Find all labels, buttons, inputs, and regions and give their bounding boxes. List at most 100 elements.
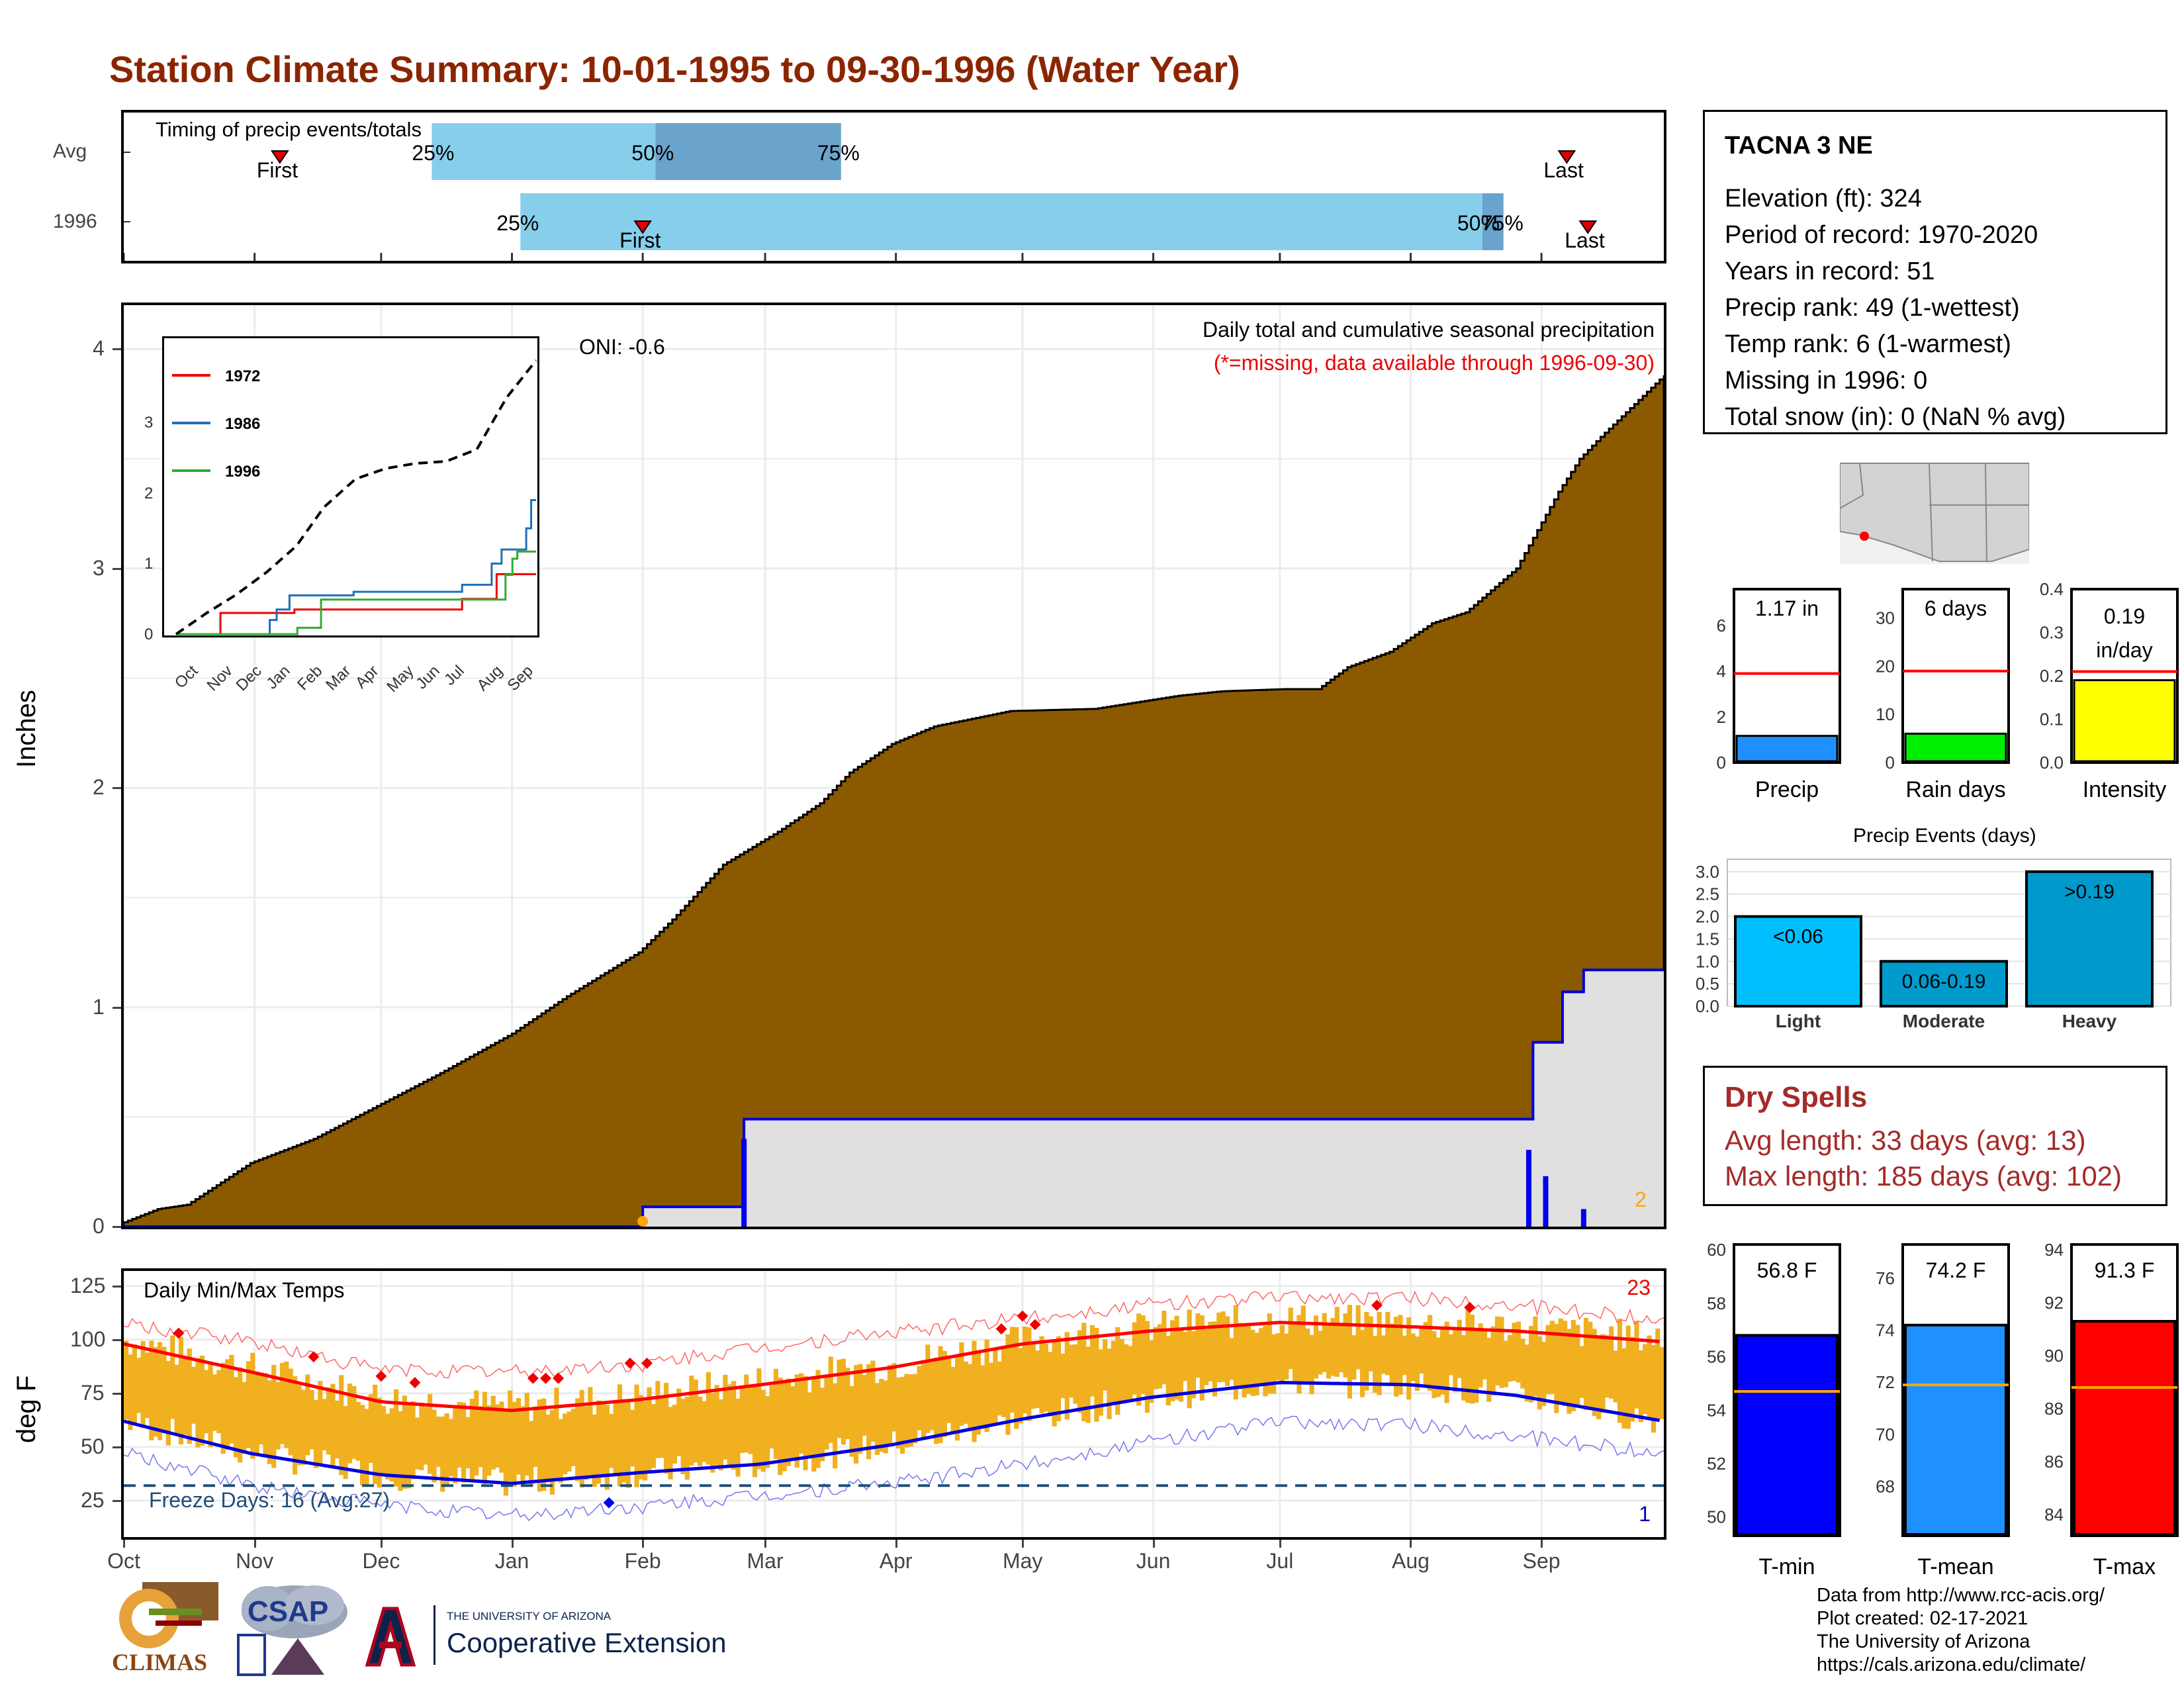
temp-daily-bar-304 — [1406, 1317, 1412, 1400]
temp-daily-bar-212 — [1018, 1348, 1023, 1424]
temp-daily-bar-352 — [1609, 1326, 1614, 1399]
precip-daily-bar-0 — [741, 1139, 747, 1227]
temp-daily-bar-21 — [212, 1374, 218, 1431]
temp-daily-bar-351 — [1604, 1335, 1610, 1398]
temp-daily-bar-242 — [1144, 1321, 1150, 1413]
temp-daily-bar-110 — [588, 1387, 593, 1476]
timing-1996-50-label: 50% — [1457, 211, 1500, 235]
temp-daily-bar-252 — [1187, 1309, 1192, 1409]
temp-cold-count: 1 — [1639, 1502, 1651, 1526]
temp-summary-2-tick-0: 84 — [2044, 1505, 2064, 1524]
events-tick-2: 1.0 — [1696, 951, 1719, 971]
climas-logo: CLIMAS — [109, 1582, 218, 1678]
temp-daily-bar-272 — [1271, 1334, 1277, 1394]
inset-legend-label-1986: 1986 — [225, 415, 260, 433]
temp-summary-1-tick-0: 68 — [1876, 1476, 1895, 1496]
temp-daily-bar-280 — [1305, 1328, 1310, 1383]
temp-daily-bar-281 — [1309, 1335, 1314, 1395]
events-bar-label-light: <0.06 — [1773, 926, 1823, 948]
inset-ytick-2: 2 — [144, 484, 154, 502]
events-tick-4: 2.0 — [1696, 907, 1719, 927]
temp-daily-bar-209 — [1005, 1334, 1011, 1435]
mini-chart-0-tick-1: 2 — [1717, 707, 1726, 727]
temp-daily-bar-254 — [1195, 1313, 1201, 1378]
month-tick-Feb — [642, 1540, 645, 1548]
temp-daily-bar-101 — [549, 1410, 555, 1495]
temp-daily-bar-347 — [1588, 1321, 1593, 1411]
temp-daily-bar-189 — [921, 1360, 927, 1439]
events-cat-heavy: Heavy — [2062, 1011, 2117, 1031]
timing-avg-bar-50-75 — [655, 123, 841, 180]
precip-ytick-mark-4 — [113, 348, 121, 351]
temp-daily-bar-274 — [1279, 1325, 1285, 1383]
mini-chart-value-2: 0.19 — [2104, 604, 2145, 628]
temp-daily-bar-350 — [1600, 1334, 1606, 1413]
temp-daily-bar-68 — [410, 1401, 416, 1479]
temp-ytick-75: 75 — [81, 1380, 105, 1405]
temp-daily-bar-249 — [1174, 1315, 1179, 1400]
temp-daily-bar-305 — [1410, 1333, 1416, 1382]
temp-daily-bar-307 — [1419, 1326, 1424, 1374]
temp-daily-bar-158 — [790, 1386, 796, 1460]
temp-daily-bar-67 — [406, 1403, 412, 1489]
arizona-map-icon — [1839, 462, 2030, 564]
temp-freeze-label: Freeze Days: 16 (Avg:27) — [149, 1488, 390, 1512]
temp-daily-bar-5 — [144, 1352, 150, 1419]
precip-ytick-0: 0 — [93, 1214, 105, 1238]
temp-summary-1-tick-4: 76 — [1876, 1268, 1895, 1288]
temp-daily-bar-95 — [524, 1393, 529, 1476]
temp-daily-bar-133 — [684, 1397, 690, 1480]
temp-daily-bar-298 — [1381, 1335, 1387, 1374]
month-tick-May — [1021, 1540, 1024, 1548]
temp-daily-bar-292 — [1355, 1305, 1361, 1370]
temp-daily-bar-2 — [132, 1344, 137, 1423]
temp-summary-label-2: T-max — [2093, 1554, 2156, 1579]
temp-daily-bar-323 — [1486, 1338, 1492, 1402]
precip-events-chart: 0.00.5 1.01.52.0 2.53.0 <0.06 Light 0.06-0.19… — [1696, 859, 2171, 1031]
temp-record-high-marker-12 — [1371, 1299, 1383, 1311]
precip-1996-line — [124, 968, 1664, 1227]
temp-daily-bar-1 — [128, 1354, 133, 1430]
temp-daily-bar-80 — [461, 1403, 467, 1483]
temp-daily-bar-147 — [744, 1374, 749, 1453]
temp-daily-bar-339 — [1554, 1323, 1559, 1413]
station-years: Years in record: 51 — [1725, 258, 1935, 285]
temp-daily-bar-324 — [1490, 1326, 1496, 1396]
temp-daily-bar-176 — [866, 1364, 872, 1460]
temp-daily-bar-91 — [508, 1390, 513, 1482]
temp-daily-bar-168 — [833, 1383, 838, 1469]
temp-ytick-mark-75 — [113, 1392, 121, 1395]
temp-daily-bar-135 — [693, 1380, 698, 1463]
precip-event-dot — [637, 1216, 649, 1227]
mini-chart-label-2: Intensity — [2083, 777, 2167, 802]
temp-daily-bar-325 — [1494, 1316, 1500, 1385]
temp-daily-bar-122 — [638, 1395, 643, 1479]
temp-daily-bar-238 — [1128, 1346, 1133, 1399]
temp-daily-bar-64 — [394, 1389, 399, 1487]
temp-daily-bar-50 — [334, 1400, 340, 1459]
events-bar-moderate — [1880, 960, 2008, 1008]
temp-daily-bar-262 — [1229, 1338, 1234, 1380]
precip-ytick-mark-1 — [113, 1006, 121, 1009]
temp-daily-bar-194 — [942, 1350, 947, 1437]
inset-line-1 — [176, 498, 536, 635]
temp-daily-bar-14 — [183, 1356, 188, 1435]
temp-daily-bar-329 — [1512, 1323, 1517, 1382]
temp-daily-bar-177 — [870, 1360, 876, 1442]
temp-ytick-125: 125 — [70, 1273, 106, 1297]
temp-daily-bar-206 — [993, 1348, 998, 1424]
temp-ytick-mark-100 — [113, 1338, 121, 1341]
events-tick-3: 1.5 — [1696, 929, 1719, 949]
temp-daily-bar-136 — [698, 1396, 703, 1466]
temp-daily-bar-157 — [786, 1378, 792, 1466]
temp-daily-bar-190 — [925, 1344, 931, 1433]
temp-daily-bar-326 — [1499, 1317, 1504, 1388]
mini-chart-2-tick-3: 0.3 — [2040, 623, 2064, 643]
temp-daily-bar-102 — [554, 1387, 559, 1479]
mini-chart-0-tick-3: 6 — [1717, 616, 1726, 635]
temp-daily-bar-180 — [883, 1380, 888, 1454]
temp-daily-bar-290 — [1347, 1305, 1353, 1399]
temp-daily-bar-113 — [600, 1403, 606, 1476]
temp-daily-bar-354 — [1617, 1319, 1623, 1423]
